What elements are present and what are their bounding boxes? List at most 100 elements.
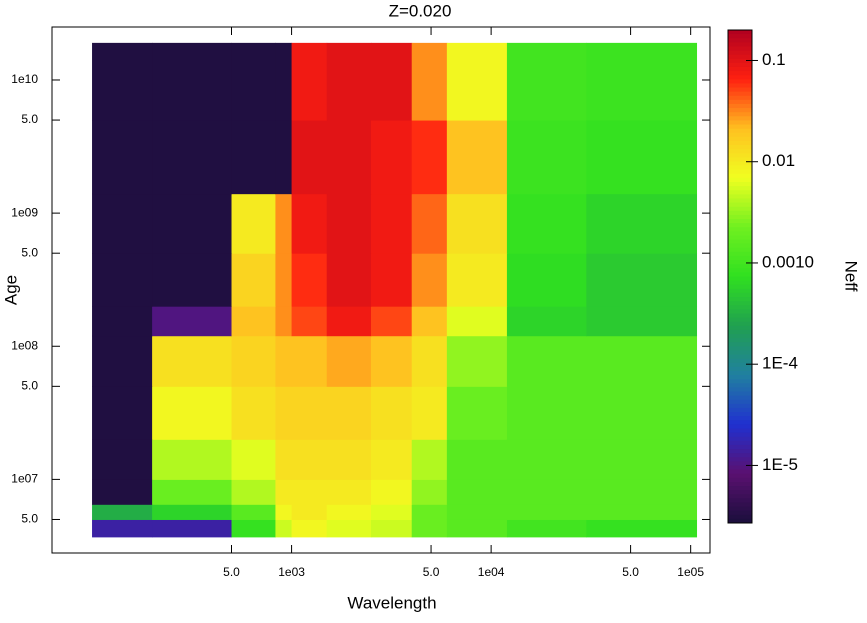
colorbar-segment (728, 161, 752, 167)
heatmap-cell (446, 479, 508, 505)
colorbar-segment (728, 182, 752, 187)
colorbar-segment (728, 362, 752, 368)
colorbar-segment (728, 329, 752, 335)
heatmap-cell (411, 335, 448, 387)
heatmap-cell (152, 120, 233, 195)
colorbar-tick-label: 1E-4 (762, 354, 798, 373)
colorbar-segment (728, 95, 752, 101)
heatmap-cell (586, 120, 698, 195)
colorbar-segment (728, 272, 752, 277)
heatmap-cell (586, 479, 698, 505)
heatmap-cell (275, 479, 293, 505)
colorbar-segment (728, 91, 752, 97)
colorbar-segment (728, 358, 752, 364)
colorbar-segment (728, 354, 752, 360)
heatmap-cell (370, 504, 413, 520)
heatmap-cell (92, 439, 153, 480)
heatmap-cell (411, 193, 448, 254)
heatmap-cell (275, 439, 293, 480)
heatmap-cell (275, 504, 293, 520)
colorbar-segment (728, 301, 752, 306)
heatmap-cell (326, 439, 372, 480)
heatmap-cell (506, 42, 587, 121)
heatmap-cell (152, 386, 233, 440)
colorbar-segment (728, 239, 752, 245)
heatmap-cell (291, 193, 328, 254)
heatmap-cell (231, 504, 276, 520)
heatmap-cell (506, 120, 587, 195)
heatmap-cell (506, 253, 587, 307)
colorbar-segment (728, 403, 752, 409)
heatmap-cell (291, 439, 328, 480)
colorbar-segment (728, 112, 752, 117)
heatmap-cell (370, 306, 413, 337)
heatmap-cell (92, 306, 153, 337)
colorbar-segment (728, 276, 752, 282)
heatmap-cell (326, 306, 372, 337)
colorbar-segment (728, 108, 752, 113)
heatmap-cell (506, 479, 587, 505)
heatmap-cell (506, 386, 587, 440)
heatmap-cell (291, 519, 328, 538)
colorbar-segment (728, 58, 752, 64)
colorbar-segment (728, 387, 752, 393)
colorbar-segment (728, 75, 752, 80)
heatmap-cell (291, 306, 328, 337)
colorbar-segment (728, 518, 752, 524)
colorbar-segment (728, 38, 752, 43)
heatmap-cell (92, 193, 153, 254)
colorbar-segment (728, 128, 752, 134)
colorbar-tick-label: 0.01 (762, 151, 795, 170)
heatmap-cell (231, 253, 276, 307)
heatmap-cell (152, 504, 233, 520)
colorbar-segment (728, 449, 752, 454)
heatmap-cell (506, 439, 587, 480)
heatmap-cell (506, 504, 587, 520)
colorbar-segment (728, 469, 752, 475)
heatmap-cell (446, 253, 508, 307)
heatmap-cell (291, 120, 328, 195)
colorbar-segment (728, 247, 752, 253)
x-tick-label: 5.0 (423, 565, 440, 579)
y-tick-label: 5.0 (21, 379, 38, 393)
colorbar-segment (728, 297, 752, 302)
x-tick-label: 1e05 (677, 565, 704, 579)
heatmap-cell (231, 120, 276, 195)
heatmap-cell (231, 479, 276, 505)
heatmap-cell (411, 42, 448, 121)
heatmap-cell (231, 306, 276, 337)
colorbar-segment (728, 136, 752, 142)
heatmap-cell (446, 193, 508, 254)
colorbar-segment (728, 34, 752, 39)
colorbar-segment (728, 132, 752, 138)
heatmap-cell (370, 193, 413, 254)
heatmap-cell (326, 253, 372, 307)
colorbar-segment (728, 494, 752, 499)
heatmap-cell (231, 193, 276, 254)
heatmap-cell (506, 519, 587, 538)
colorbar-segment (728, 334, 752, 339)
colorbar-segment (728, 428, 752, 434)
heatmap-cell (92, 42, 153, 121)
heatmap-cell (586, 504, 698, 520)
heatmap-cell (152, 306, 233, 337)
heatmap-cell (446, 439, 508, 480)
colorbar-segment (728, 506, 752, 512)
heatmap-cell (231, 335, 276, 387)
colorbar-segment (728, 169, 752, 175)
x-tick-label: 1e03 (278, 565, 305, 579)
colorbar-segment (728, 165, 752, 171)
heatmap-cell (446, 386, 508, 440)
colorbar-segment (728, 424, 752, 430)
heatmap-cell (446, 42, 508, 121)
heatmap-cell (586, 335, 698, 387)
colorbar-segment (728, 103, 752, 109)
colorbar-segment (728, 325, 752, 331)
colorbar-segment (728, 210, 752, 216)
colorbar-segment (728, 436, 752, 442)
colorbar-segment (728, 481, 752, 487)
colorbar-tick-label: 0.0010 (762, 252, 814, 271)
colorbar-segment (728, 440, 752, 446)
colorbar-segment (728, 420, 752, 425)
colorbar-segment (728, 321, 752, 327)
